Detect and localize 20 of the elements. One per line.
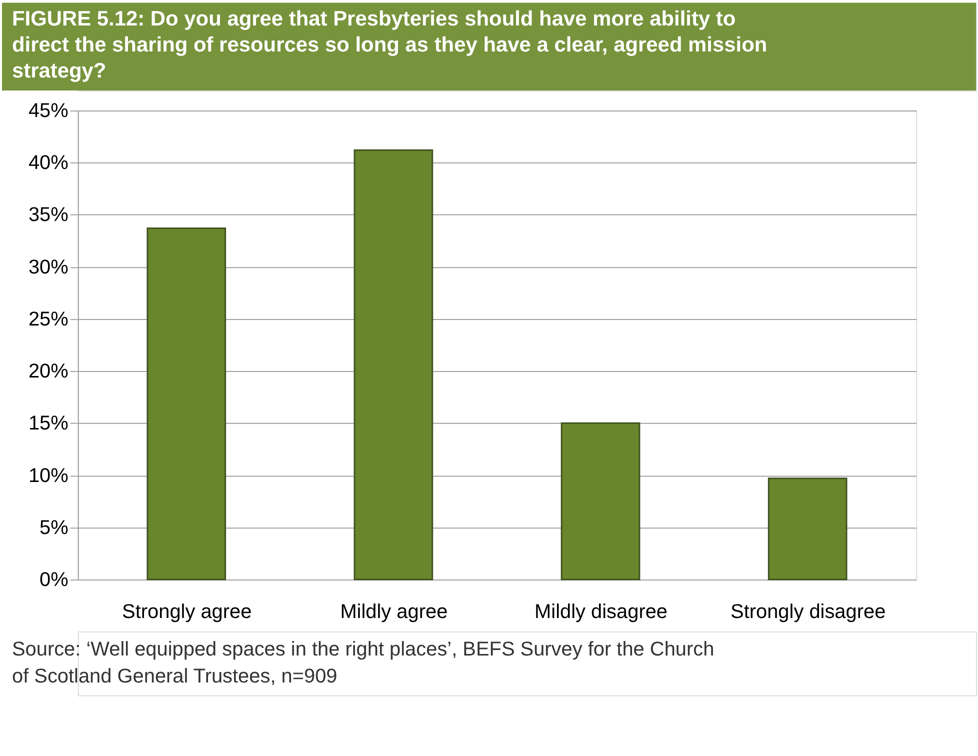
- chart-title: FIGURE 5.12: Do you agree that Presbyteries should have more ability to direct the sharing of resources so long as they have a clear, agreed mission strategy?: [12, 8, 768, 83]
- y-tick-label: 25%: [28, 308, 69, 330]
- y-tick-label: 5%: [40, 516, 69, 539]
- x-tick-label: Strongly agree: [122, 600, 252, 623]
- y-tick-label: 0%: [40, 569, 69, 592]
- bar: [146, 228, 226, 580]
- y-tick-label: 20%: [28, 360, 69, 383]
- y-tick-label: 10%: [28, 464, 69, 487]
- bar: [768, 478, 848, 580]
- x-tick-label: Mildly agree: [340, 600, 448, 623]
- bar: [560, 422, 640, 580]
- x-tick-label: Mildly disagree: [534, 600, 668, 623]
- y-tick-label: 45%: [28, 100, 69, 122]
- bar: [354, 149, 434, 580]
- y-tick-label: 30%: [28, 256, 69, 278]
- y-tick-label: 35%: [28, 204, 69, 226]
- source-note: Source: ‘Well equipped spaces in the right places’, BEFS Survey for the Church of Scotland General Trustees, n=909: [12, 638, 714, 688]
- y-tick-label: 40%: [28, 152, 69, 174]
- y-tick-label: 15%: [28, 412, 69, 435]
- x-tick-label: Strongly disagree: [730, 600, 886, 623]
